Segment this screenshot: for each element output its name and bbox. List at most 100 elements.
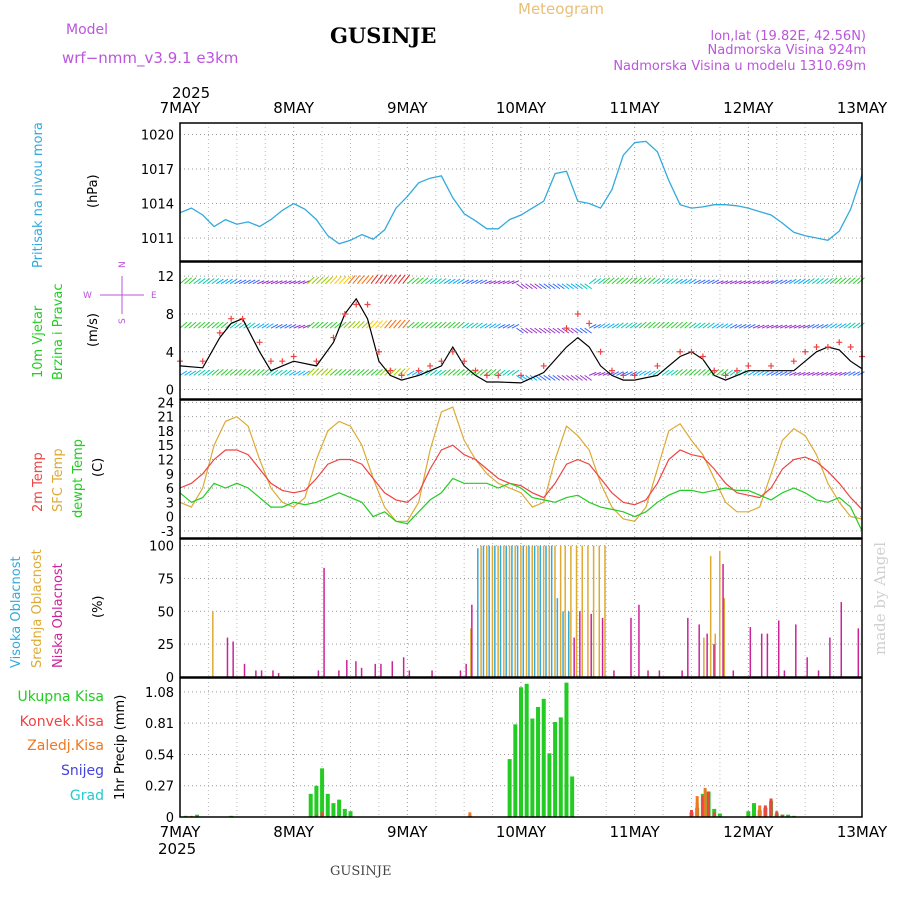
- conv-precip-bar: [769, 798, 773, 817]
- wind-barb: [438, 278, 447, 285]
- wind-barb: [388, 368, 397, 376]
- wind-barb: [825, 278, 833, 285]
- wind-barb: [684, 278, 692, 285]
- total-precip-bar: [195, 814, 200, 817]
- snow-legend: Snijeg: [61, 763, 104, 779]
- wind-barb: [561, 374, 570, 381]
- wind-barb: [570, 327, 579, 334]
- wind-barb: [702, 279, 711, 285]
- wind-barb: [589, 371, 597, 376]
- y-tick-label: 12: [157, 453, 174, 468]
- wind-barb: [375, 368, 383, 376]
- y-tick-label: 50: [157, 605, 174, 620]
- wind-barb: [752, 280, 761, 285]
- wind-barb: [597, 278, 606, 285]
- y-tick-label: 0.54: [145, 748, 174, 763]
- x-tick-label: 10MAY: [496, 99, 547, 117]
- wind-barb: [402, 274, 411, 285]
- wind-barb: [529, 327, 538, 334]
- gust-marker: [353, 301, 360, 308]
- wind-barb: [311, 321, 320, 329]
- total-precip-bar: [553, 722, 558, 817]
- wind-barb: [739, 280, 747, 285]
- wind-barb: [634, 322, 642, 329]
- wind-barb: [197, 369, 206, 376]
- gust-marker: [824, 344, 831, 351]
- wind-barb: [288, 323, 297, 329]
- wind-barb: [220, 321, 229, 329]
- elevation-label: Nadmorska Visina 924m: [708, 43, 867, 58]
- wind-barb: [638, 370, 647, 376]
- wind-barb: [407, 277, 415, 285]
- wind-barb: [838, 277, 847, 285]
- wind-barb: [570, 283, 579, 290]
- wind-barb: [729, 280, 738, 285]
- wind-barb: [848, 371, 856, 376]
- wind-barb: [834, 323, 842, 329]
- wind-barb: [557, 374, 565, 381]
- wind-barb: [184, 370, 192, 376]
- wind-barb: [202, 321, 211, 329]
- wind-barb: [675, 321, 683, 329]
- wind-barb: [670, 321, 679, 329]
- wind-barb: [770, 324, 779, 329]
- wind-barb: [657, 278, 665, 285]
- sfctemp-legend: SFC Temp: [51, 448, 66, 512]
- total-precip-bar: [547, 753, 552, 817]
- total-precip-bar: [564, 682, 569, 817]
- wind-barb: [261, 280, 270, 285]
- sfc-temp-line: [179, 406, 863, 522]
- wind-barb: [206, 369, 215, 376]
- wind-barb: [347, 368, 356, 376]
- temp-unit: (C): [91, 458, 106, 477]
- wind-barb: [184, 321, 192, 329]
- gust-marker: [375, 348, 382, 355]
- y-tick-label: 0.81: [145, 717, 174, 732]
- y-tick-label: 1017: [141, 163, 174, 178]
- wind-barb: [593, 371, 601, 376]
- wind-barb: [607, 277, 615, 285]
- wind-barb: [443, 278, 451, 285]
- wind-barb: [447, 321, 456, 329]
- wind-barb: [393, 274, 402, 285]
- wind-barb: [343, 368, 352, 376]
- wind-barb: [466, 279, 474, 285]
- wind-barb: [293, 324, 301, 329]
- conv-precip-bar: [780, 814, 784, 817]
- wind-barb: [611, 371, 620, 376]
- wind-barb: [393, 319, 402, 329]
- wind-barb: [298, 280, 306, 285]
- y-tick-label: 8: [166, 308, 174, 323]
- conv-precip-bar: [775, 811, 779, 817]
- wind-barb: [702, 322, 711, 329]
- wind-barb: [734, 280, 742, 285]
- wind-barb: [784, 324, 792, 329]
- wind-barb: [616, 277, 624, 285]
- pressure-legend: Pritisak na nivou mora: [31, 122, 46, 268]
- gust-marker: [688, 348, 695, 355]
- wind-barb: [852, 322, 861, 329]
- wind-barb: [716, 280, 724, 285]
- y-tick-label: 4: [166, 346, 174, 361]
- wind-barb: [547, 283, 556, 290]
- wind-barb: [507, 323, 515, 329]
- wind-barb: [807, 371, 815, 376]
- y-tick-label: 100: [149, 540, 174, 555]
- y-tick-label: -3: [161, 525, 174, 540]
- wind-barb: [566, 283, 574, 290]
- wind-barb: [729, 323, 738, 329]
- wind-barb: [252, 368, 261, 376]
- wind-barb: [661, 278, 670, 285]
- wind-barb: [743, 323, 752, 329]
- wind-barb: [493, 323, 501, 329]
- wind-barb: [538, 283, 547, 290]
- wind-barb: [679, 321, 688, 329]
- wind-barb: [520, 327, 529, 334]
- wind-barb: [270, 369, 279, 376]
- wind-barb: [316, 368, 324, 376]
- wind-barb: [361, 368, 370, 376]
- total-precip-bar: [752, 803, 757, 817]
- x-tick-label: 7MAY: [160, 99, 202, 117]
- wind-barb: [520, 283, 529, 290]
- wind-barb: [779, 371, 788, 376]
